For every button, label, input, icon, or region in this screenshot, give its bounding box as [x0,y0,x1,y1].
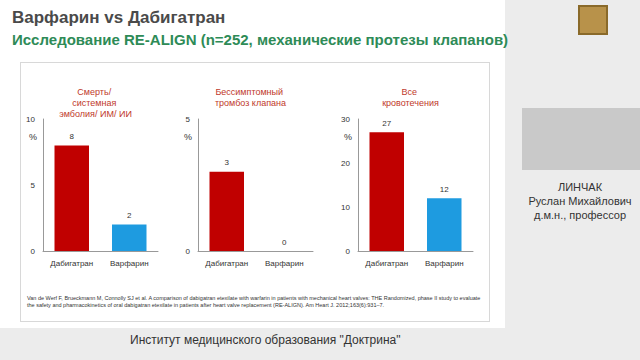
svg-text:0: 0 [31,247,36,256]
svg-text:Варфарин: Варфарин [265,259,304,268]
svg-text:%: % [344,132,352,142]
svg-text:3: 3 [225,158,230,167]
svg-text:10: 10 [26,115,35,124]
html-text:Институт медицинского образова: Институт медицинского образования "Доктр… [130,333,401,347]
svg-text:30: 30 [341,115,350,124]
html-text:Van de Werf F, Brueckmann M, C: Van de Werf F, Brueckmann M, Connolly SJ… [27,295,481,308]
svg-text:8: 8 [70,132,75,141]
svg-text:тромбоз клапана: тромбоз клапана [215,98,286,108]
svg-text:Дабигатран: Дабигатран [50,259,93,268]
html-text:ЛИНЧАК: ЛИНЧАК [557,181,603,193]
svg-text:5: 5 [186,115,191,124]
svg-text:Варфарин: Варфарин [425,259,464,268]
svg-text:0: 0 [346,247,351,256]
svg-text:Варфарин: Варфарин [110,259,149,268]
svg-text:Все: Все [401,87,419,97]
svg-text:%: % [29,132,37,142]
html-text:Исследование RE-ALIGN (n=252,: Исследование RE-ALIGN (n=252, механическ… [12,31,509,48]
html-text:Варфарин vs Дабигатран: Варфарин vs Дабигатран [12,8,226,27]
svg-text:0: 0 [186,247,191,256]
svg-text:0: 0 [282,238,287,247]
svg-text:эмболия/ ИМ/ ИИ: эмболия/ ИМ/ ИИ [59,109,132,119]
svg-text:Смерть/: Смерть/ [77,87,113,97]
svg-text:Дабигатран: Дабигатран [365,259,408,268]
svg-text:10: 10 [341,203,350,212]
svg-text:%: % [184,132,192,142]
html-text:Руслан Михайлович: Руслан Михайлович [528,195,632,207]
svg-text:2: 2 [127,211,132,220]
svg-text:Бессимптомный: Бессимптомный [215,87,285,97]
svg-text:5: 5 [31,181,36,190]
svg-text:системная: системная [72,98,119,108]
svg-text:20: 20 [341,159,350,168]
svg-text:кровотечения: кровотечения [382,98,439,108]
svg-text:12: 12 [440,185,449,194]
html-text:д.м.н., профессор: д.м.н., профессор [534,209,626,221]
svg-text:27: 27 [382,119,391,128]
svg-text:Дабигатран: Дабигатран [205,259,248,268]
